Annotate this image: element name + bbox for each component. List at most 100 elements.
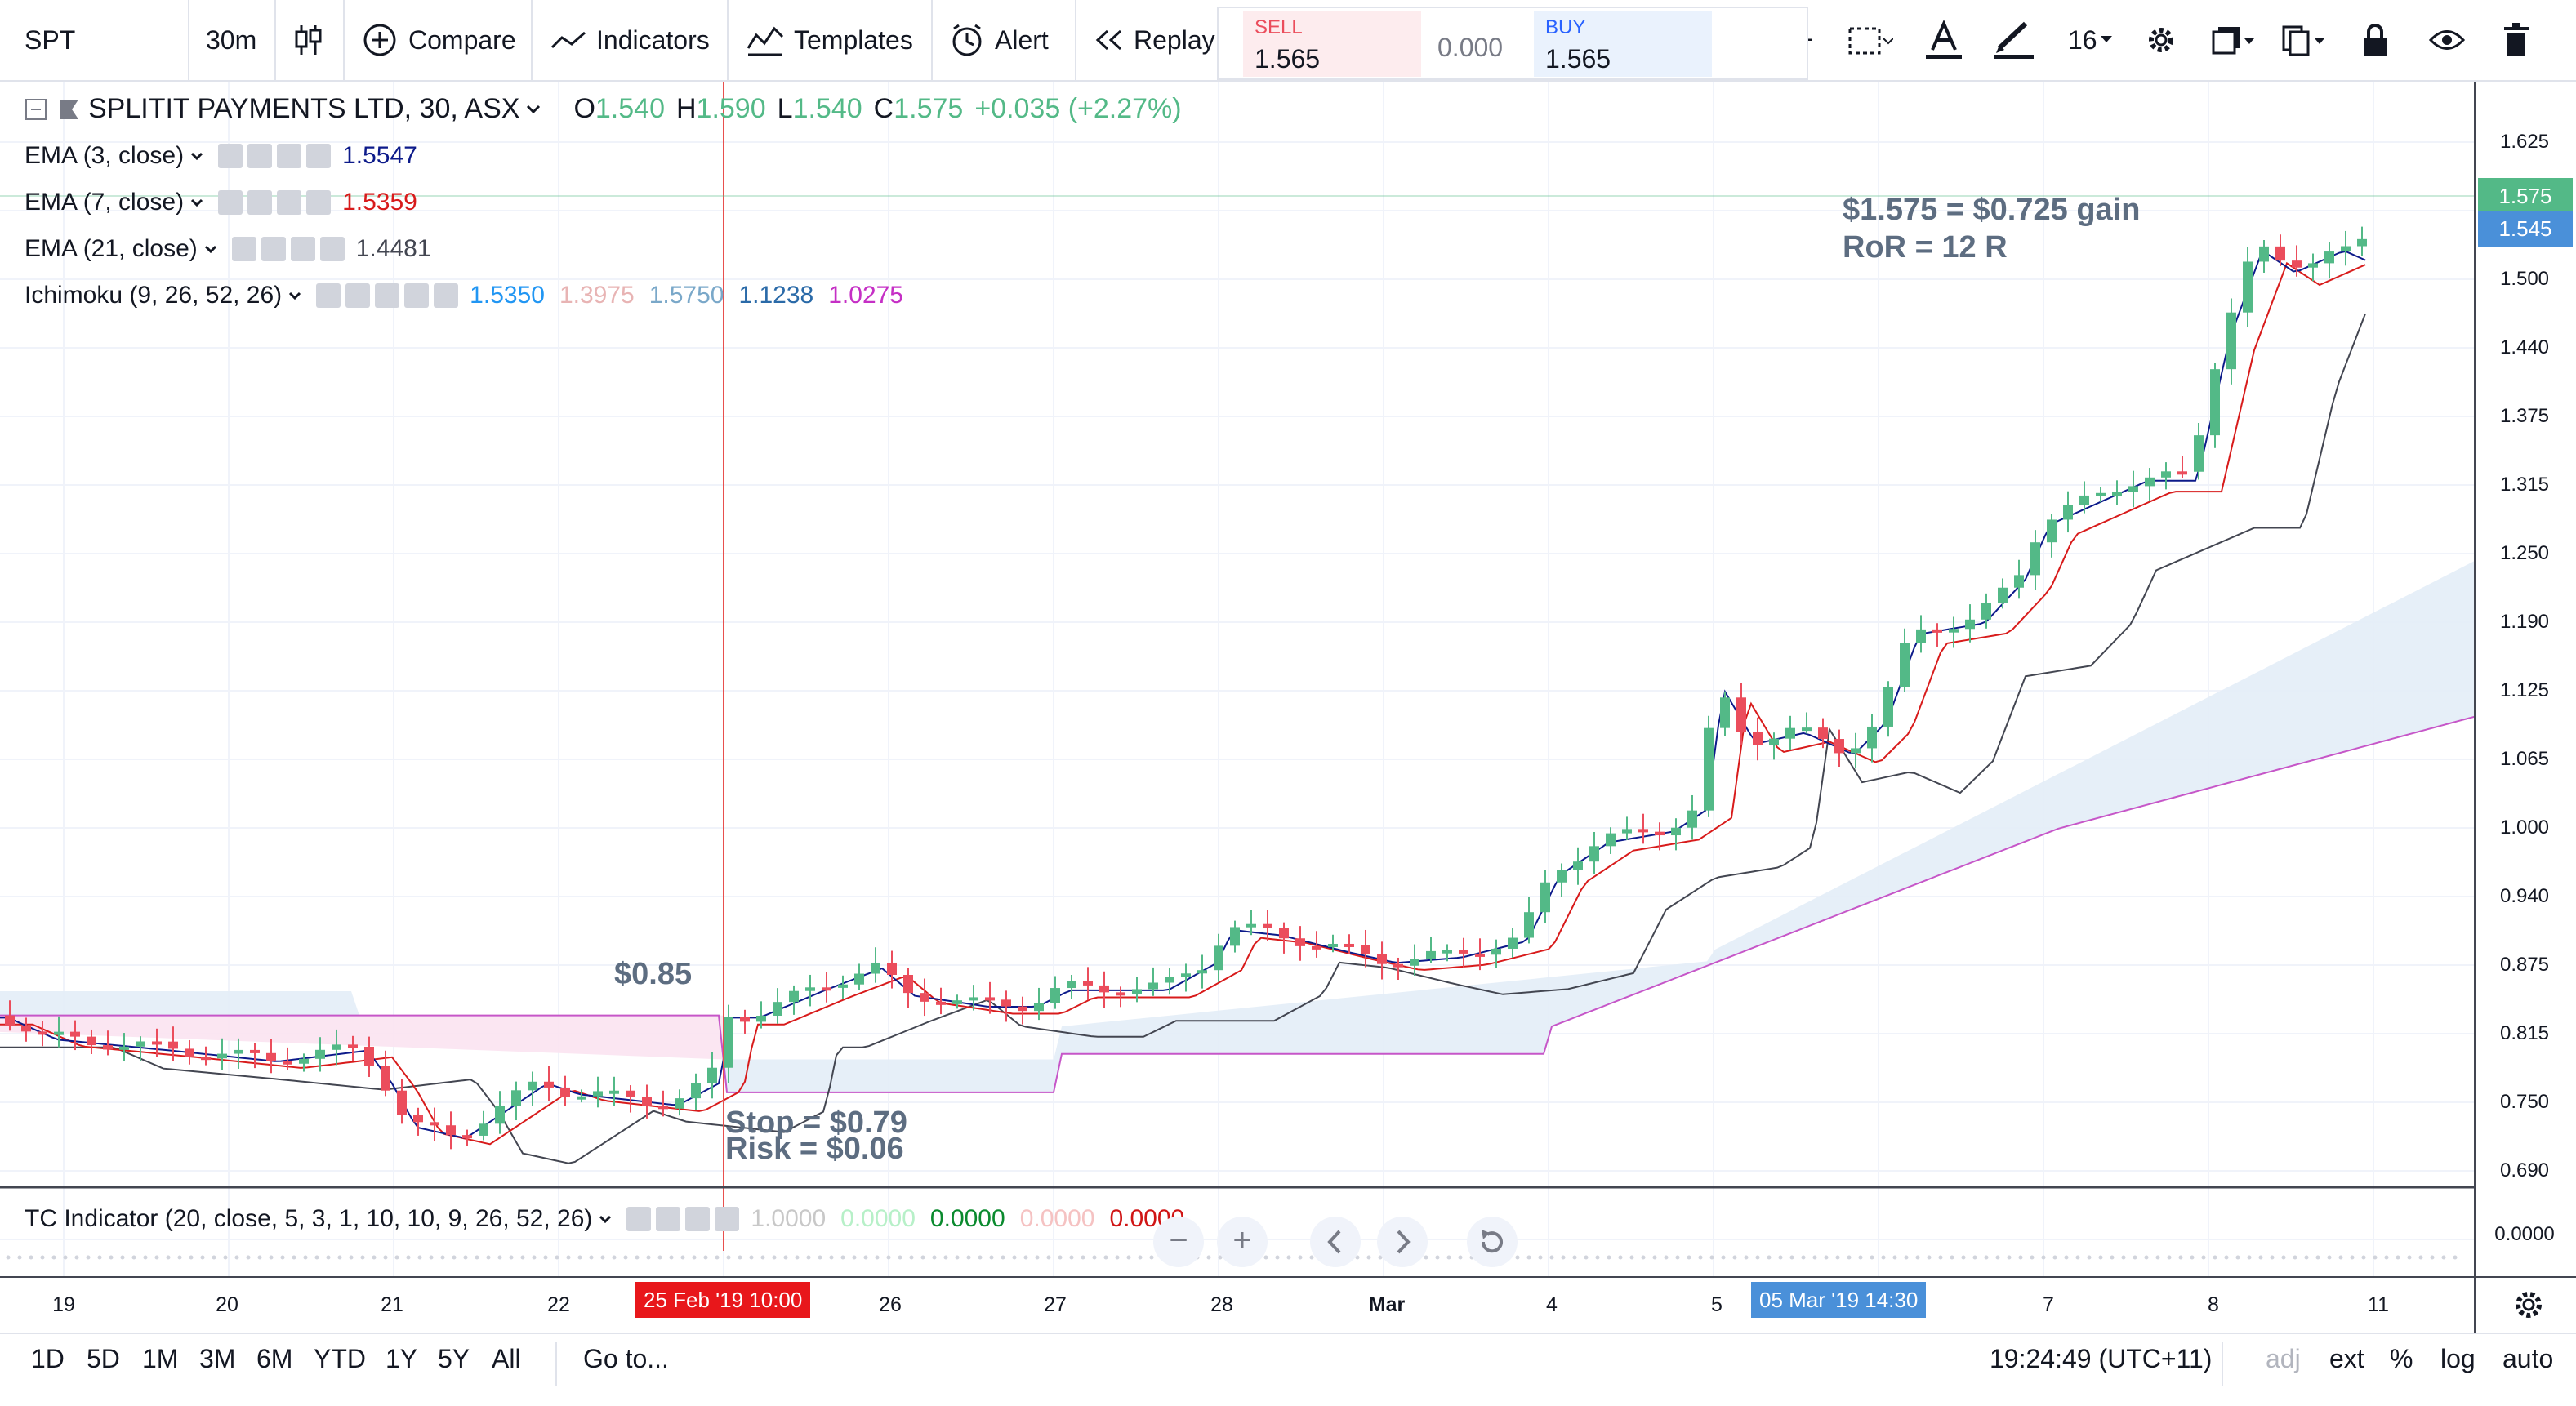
eye-icon[interactable]: [218, 144, 243, 168]
gear-icon[interactable]: [345, 283, 371, 308]
tc-dot: [2327, 1255, 2332, 1260]
tc-dot: [314, 1255, 319, 1260]
eye-icon[interactable]: [316, 283, 341, 308]
range-1y[interactable]: 1Y: [386, 1344, 418, 1373]
tc-dot: [509, 1255, 514, 1260]
chevron-down-icon[interactable]: [526, 105, 541, 114]
plus-icon[interactable]: [277, 144, 302, 168]
chevron-down-icon[interactable]: [204, 245, 217, 253]
close-icon[interactable]: [434, 283, 459, 308]
candle-body: [168, 1041, 178, 1049]
candle-body: [1034, 1003, 1044, 1012]
chart-type-button[interactable]: [294, 0, 322, 80]
plus-icon[interactable]: [290, 237, 315, 261]
candle-body: [871, 962, 880, 974]
sell-button[interactable]: SELL 1.565: [1243, 11, 1421, 77]
range-5d[interactable]: 5D: [87, 1344, 120, 1373]
ema3-label[interactable]: EMA (3, close): [25, 142, 185, 169]
scroll-left-button[interactable]: [1310, 1217, 1361, 1267]
adj-toggle[interactable]: adj: [2266, 1344, 2301, 1373]
plus-icon[interactable]: [404, 283, 430, 308]
reset-chart-button[interactable]: [1467, 1217, 1518, 1267]
ichimoku-label[interactable]: Ichimoku (9, 26, 52, 26): [25, 282, 283, 309]
axis-settings-button[interactable]: [2511, 1287, 2547, 1327]
candle-body: [1998, 587, 2008, 603]
price-tick: 0.940: [2499, 885, 2550, 907]
gain-annotation[interactable]: $1.575 = $0.725 gain: [1843, 193, 2141, 227]
tc-dot: [2041, 1255, 2046, 1260]
range-6m[interactable]: 6M: [256, 1344, 293, 1373]
lock-button[interactable]: [2360, 0, 2390, 80]
eye-icon[interactable]: [626, 1207, 652, 1231]
pencil-icon: [1994, 21, 2034, 59]
interval-button[interactable]: 30m: [206, 0, 256, 80]
chevron-down-icon[interactable]: [288, 291, 301, 300]
symbol-search[interactable]: SPT: [25, 0, 75, 80]
chart-canvas[interactable]: [0, 82, 2576, 1333]
range-ytd[interactable]: YTD: [314, 1344, 366, 1373]
close-icon[interactable]: [306, 190, 332, 215]
tc-dot: [463, 1255, 468, 1260]
gear-icon[interactable]: [247, 190, 273, 215]
gear-icon[interactable]: [261, 237, 286, 261]
hide-button[interactable]: [2429, 0, 2465, 80]
clone-button[interactable]: [2280, 0, 2326, 80]
stop-annotation[interactable]: Stop = $0.79: [725, 1106, 907, 1140]
chevron-down-icon[interactable]: [599, 1215, 612, 1223]
risk-annotation[interactable]: Risk = $0.06: [725, 1132, 904, 1166]
tc-dot: [2018, 1255, 2023, 1260]
series-title[interactable]: SPLITIT PAYMENTS LTD, 30, ASX: [88, 93, 520, 124]
visibility-layer-button[interactable]: [2210, 0, 2256, 80]
gear-icon[interactable]: [656, 1207, 681, 1231]
plus-icon[interactable]: [277, 190, 302, 215]
delete-button[interactable]: [2502, 0, 2530, 80]
zoom-out-button[interactable]: −: [1153, 1217, 1204, 1267]
scroll-right-button[interactable]: [1377, 1217, 1428, 1267]
price-tick: 1.190: [2499, 611, 2550, 633]
line-color-button[interactable]: [1993, 0, 2035, 80]
ema7-label[interactable]: EMA (7, close): [25, 189, 185, 216]
text-color-button[interactable]: [1924, 0, 1963, 80]
zoom-in-button[interactable]: +: [1217, 1217, 1268, 1267]
candle-body: [838, 984, 848, 988]
range-1d[interactable]: 1D: [31, 1344, 65, 1373]
indicators-button[interactable]: Indicators: [550, 0, 710, 80]
range-3m[interactable]: 3M: [199, 1344, 236, 1373]
templates-button[interactable]: Templates: [747, 0, 913, 80]
source-code-icon[interactable]: [375, 283, 400, 308]
close-icon[interactable]: [319, 237, 345, 261]
collapse-icon[interactable]: [25, 98, 47, 121]
gear-icon[interactable]: [247, 144, 273, 168]
entry-annotation[interactable]: $0.85: [614, 957, 693, 991]
chevron-down-icon[interactable]: [190, 152, 203, 160]
candle-body: [1377, 954, 1387, 964]
percent-toggle[interactable]: %: [2390, 1344, 2413, 1373]
buy-button[interactable]: BUY 1.565: [1534, 11, 1712, 77]
range-all[interactable]: All: [492, 1344, 521, 1373]
tc-indicator-label[interactable]: TC Indicator (20, close, 5, 3, 1, 10, 10…: [25, 1205, 593, 1232]
close-icon[interactable]: [715, 1207, 740, 1231]
candle-body: [1001, 999, 1011, 1007]
goto-button[interactable]: Go to...: [583, 1344, 669, 1373]
replay-button[interactable]: Replay: [1094, 0, 1215, 80]
range-5y[interactable]: 5Y: [438, 1344, 470, 1373]
candle-body: [626, 1090, 635, 1097]
candle-body: [2063, 505, 2073, 520]
source-code-icon[interactable]: [685, 1207, 711, 1231]
select-area-button[interactable]: [1847, 0, 1893, 80]
ema21-label[interactable]: EMA (21, close): [25, 235, 198, 262]
close-icon[interactable]: [306, 144, 332, 168]
eye-icon[interactable]: [231, 237, 256, 261]
ror-annotation[interactable]: RoR = 12 R: [1843, 230, 2008, 265]
range-1m[interactable]: 1M: [142, 1344, 179, 1373]
auto-toggle[interactable]: auto: [2502, 1344, 2554, 1373]
compare-button[interactable]: Compare: [363, 0, 516, 80]
alert-button[interactable]: Alert: [949, 0, 1049, 80]
ext-toggle[interactable]: ext: [2329, 1344, 2364, 1373]
settings-button[interactable]: [2145, 0, 2177, 80]
log-toggle[interactable]: log: [2440, 1344, 2476, 1373]
tc-dot: [2361, 1255, 2366, 1260]
font-size-select[interactable]: 16: [2068, 0, 2112, 80]
eye-icon[interactable]: [218, 190, 243, 215]
chevron-down-icon[interactable]: [190, 198, 203, 207]
